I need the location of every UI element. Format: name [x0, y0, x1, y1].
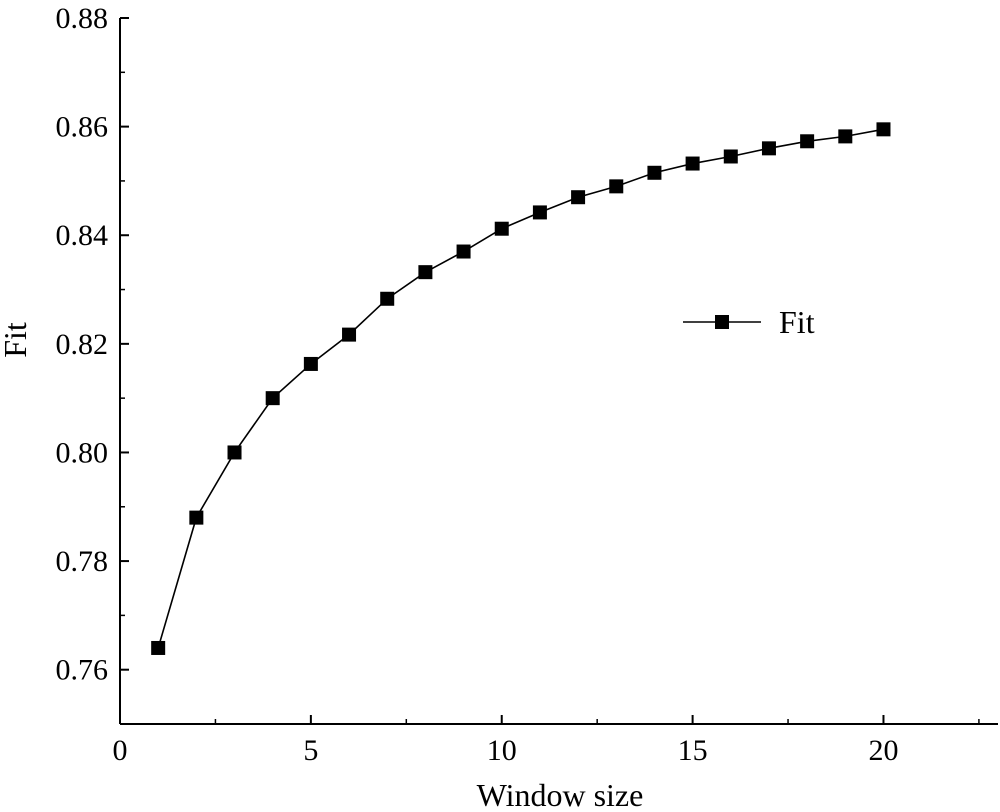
legend-marker — [715, 315, 729, 329]
data-point-marker — [456, 244, 471, 259]
x-tick-label: 10 — [487, 734, 517, 767]
axes: 0 5 10 15 20 0.76 0.78 0.80 0.82 0.84 0.86 0.88 — [56, 2, 998, 767]
x-tick-label: 20 — [868, 734, 898, 767]
y-axis-title: Fit — [0, 322, 33, 358]
x-tick-label: 15 — [678, 734, 708, 767]
data-point-marker — [189, 510, 204, 525]
data-point-marker — [342, 327, 357, 342]
data-point-marker — [723, 149, 738, 164]
data-point-marker — [876, 122, 891, 137]
y-tick-label: 0.82 — [56, 328, 109, 361]
y-tick-label: 0.80 — [56, 436, 109, 469]
data-point-marker — [838, 129, 853, 144]
data-point-marker — [609, 179, 624, 194]
data-point-marker — [418, 265, 433, 280]
data-point-marker — [227, 445, 242, 460]
data-point-marker — [380, 291, 395, 306]
data-point-marker — [265, 391, 280, 406]
data-point-marker — [151, 640, 166, 655]
y-tick-label: 0.84 — [56, 219, 109, 252]
x-tick-label: 0 — [113, 734, 128, 767]
data-point-marker — [800, 134, 815, 149]
plot-area — [151, 122, 891, 655]
y-tick-label: 0.76 — [56, 654, 109, 687]
y-tick-label: 0.86 — [56, 111, 109, 144]
data-point-marker — [494, 221, 509, 236]
data-point-marker — [685, 156, 700, 171]
data-point-marker — [761, 141, 776, 156]
legend: Fit — [683, 304, 815, 340]
data-point-marker — [532, 205, 547, 220]
y-tick-label: 0.78 — [56, 545, 109, 578]
series-line-fit — [157, 128, 884, 649]
data-point-marker — [571, 190, 586, 205]
x-tick-label: 5 — [303, 734, 318, 767]
data-point-marker — [303, 356, 318, 371]
x-axis-title: Window size — [477, 777, 644, 812]
data-point-marker — [647, 165, 662, 180]
legend-label: Fit — [779, 304, 815, 340]
y-tick-label: 0.88 — [56, 2, 109, 35]
